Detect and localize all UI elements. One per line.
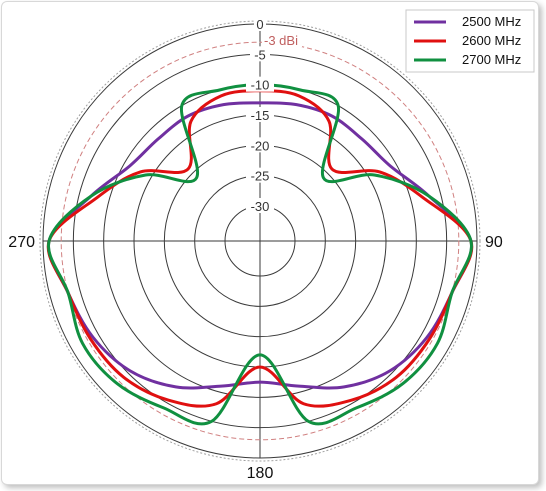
ring-label-bg-4 bbox=[246, 137, 274, 153]
labels-layer: 0 -5 -10 -15 -20 -25 -30 -3 dBi 90 180 270 bbox=[8, 16, 503, 482]
reference-label: -3 dBi bbox=[264, 33, 298, 48]
ring-label-bg-2 bbox=[246, 76, 274, 92]
ring-label-3: -15 bbox=[251, 108, 270, 123]
reference-label-bg bbox=[262, 33, 302, 48]
legend-label-2: 2700 MHz bbox=[462, 52, 521, 67]
angle-label-90: 90 bbox=[485, 234, 503, 251]
chart-frame: 0 -5 -10 -15 -20 -25 -30 -3 dBi 90 180 270 2500 MH… bbox=[1, 1, 539, 485]
ring-label-2: -10 bbox=[251, 78, 270, 93]
legend-label-0: 2500 MHz bbox=[462, 14, 521, 29]
ring-label-bg-0 bbox=[254, 16, 266, 31]
ring-label-bg-5 bbox=[246, 167, 274, 183]
ring-label-bg-3 bbox=[246, 107, 274, 122]
legend: 2500 MHz 2600 MHz 2700 MHz bbox=[405, 9, 535, 73]
ring-label-bg-6 bbox=[246, 198, 274, 213]
series-line-0 bbox=[46, 101, 474, 390]
reference-circle bbox=[60, 41, 460, 441]
legend-label-1: 2600 MHz bbox=[462, 33, 521, 48]
ring-label-1: -5 bbox=[254, 47, 266, 62]
series-layer bbox=[46, 83, 474, 426]
angle-label-270: 270 bbox=[8, 234, 35, 251]
series-line-2 bbox=[47, 83, 473, 426]
polar-chart: 0 -5 -10 -15 -20 -25 -30 -3 dBi 90 180 270 2500 MH… bbox=[8, 9, 535, 482]
angle-label-180: 180 bbox=[247, 465, 274, 482]
ring-label-5: -25 bbox=[251, 169, 270, 184]
ring-label-0: 0 bbox=[256, 17, 263, 32]
series-line-1 bbox=[46, 89, 474, 408]
ring-label-6: -30 bbox=[251, 199, 270, 214]
ring-label-4: -20 bbox=[251, 138, 270, 153]
ring-label-bg-1 bbox=[250, 46, 270, 62]
